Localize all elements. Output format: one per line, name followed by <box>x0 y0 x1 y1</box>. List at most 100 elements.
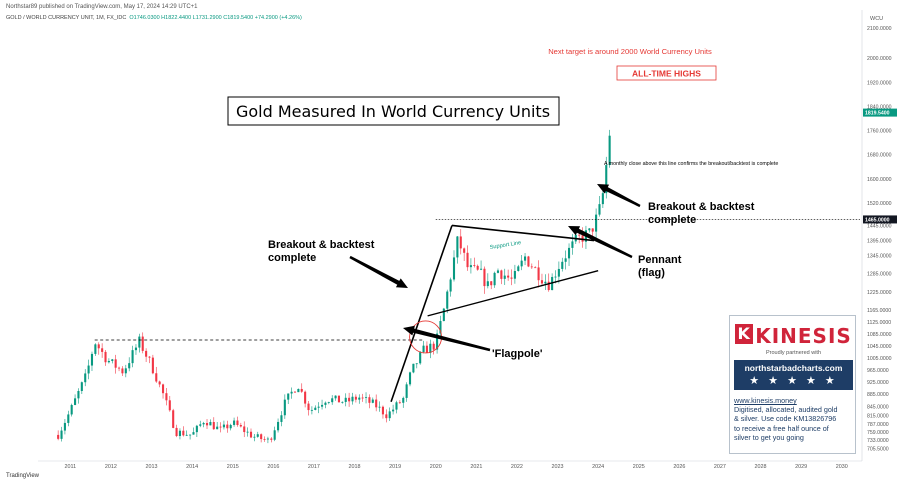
candle-body <box>293 391 297 393</box>
candle-body <box>567 247 571 259</box>
candle-body <box>134 347 138 351</box>
candle-body <box>351 396 354 402</box>
y-tick-label: 885.0000 <box>867 392 889 398</box>
candle-body <box>530 266 533 268</box>
candle-body <box>432 343 435 350</box>
y-tick-label: 1760.0000 <box>867 129 892 135</box>
candle-body <box>304 391 307 404</box>
y-tick-label: 815.0000 <box>867 413 889 419</box>
candle-body <box>222 424 225 428</box>
y-tick-label: 1045.0000 <box>867 344 892 350</box>
candle-body <box>283 399 286 416</box>
x-tick-label: 2012 <box>105 464 117 470</box>
candle-body <box>229 424 232 429</box>
candle-body <box>297 388 300 393</box>
candle-body <box>510 277 513 279</box>
x-tick-label: 2013 <box>146 464 158 470</box>
kinesis-line-2: & silver. Use code KM13826796 <box>734 414 837 424</box>
candle-body <box>266 438 269 440</box>
candle-body <box>94 344 97 354</box>
candle-body <box>341 401 344 403</box>
candle-body <box>260 434 263 440</box>
candle-body <box>595 214 598 232</box>
target-text: Next target is around 2000 World Currenc… <box>548 47 712 56</box>
candle-body <box>371 399 374 403</box>
x-tick-label: 2024 <box>592 464 604 470</box>
candle-body <box>145 350 148 357</box>
candle-body <box>226 424 229 429</box>
kinesis-url-link[interactable]: www.kinesis.money <box>734 396 797 405</box>
candle-body <box>205 423 209 426</box>
publisher-line: Northstar89 published on TradingView.com… <box>6 4 198 10</box>
candle-body <box>561 261 564 269</box>
candle-body <box>517 266 520 271</box>
y-tick-label: 845.0000 <box>867 404 889 410</box>
northstar-banner: northstarbadcharts.com ★ ★ ★ ★ ★ <box>734 360 853 390</box>
candle-body <box>138 336 141 348</box>
candle-body <box>199 424 202 426</box>
y-tick-label: 787.0000 <box>867 422 889 428</box>
pennant-arrow <box>568 226 633 259</box>
candle-body <box>425 345 428 354</box>
candle-body <box>493 272 496 286</box>
candle-body <box>185 434 188 436</box>
candle-body <box>513 270 516 279</box>
candle-body <box>331 398 334 403</box>
y-tick-label: 759.0000 <box>867 430 889 436</box>
breakout-right-arrow <box>597 184 641 208</box>
breakout-level-label: 1465.0000 <box>865 217 890 223</box>
candle-body <box>554 276 557 278</box>
candle-body <box>63 422 66 431</box>
candle-body <box>557 268 560 277</box>
candle-body <box>354 396 357 400</box>
flagpole-line <box>390 225 453 403</box>
candle-body <box>131 350 134 364</box>
tradingview-logo[interactable]: TradingView <box>6 473 40 479</box>
candle-body <box>182 430 185 436</box>
candle-body <box>192 432 195 435</box>
candle-body <box>544 281 547 284</box>
breakout-left-arrow <box>349 255 408 288</box>
candle-body <box>507 275 510 278</box>
candle-body <box>361 397 364 399</box>
candle-body <box>334 395 337 399</box>
candle-body <box>310 409 313 411</box>
candle-body <box>151 357 154 374</box>
candle-body <box>273 430 276 440</box>
candle-body <box>118 367 121 369</box>
x-tick-label: 2028 <box>755 464 767 470</box>
pennant-line2: (flag) <box>638 267 665 279</box>
candle-body <box>412 363 415 373</box>
ath-text: ALL-TIME HIGHS <box>632 69 701 79</box>
x-tick-label: 2020 <box>430 464 442 470</box>
candle-body <box>321 404 324 407</box>
x-tick-label: 2023 <box>552 464 564 470</box>
candle-body <box>398 402 401 404</box>
chart-title: Gold Measured In World Currency Units <box>236 102 550 121</box>
breakout-level-tag <box>863 215 897 224</box>
y-tick-label: 2000.0000 <box>867 56 892 62</box>
candle-body <box>77 390 80 399</box>
candle-body <box>591 228 594 232</box>
candle-body <box>101 348 104 352</box>
y-tick-label: 1520.0000 <box>867 201 892 207</box>
candle-body <box>375 399 378 408</box>
candle-body <box>168 400 171 411</box>
candle-body <box>253 436 256 438</box>
kinesis-ad-box[interactable]: K KINESIS Proudly partnered with northsta… <box>729 315 856 454</box>
candle-body <box>277 421 280 431</box>
candle-body <box>578 234 581 236</box>
candle-body <box>503 275 506 279</box>
candle-body <box>500 270 503 279</box>
candle-body <box>463 248 466 253</box>
candle-body <box>114 359 117 368</box>
candle-body <box>429 343 432 354</box>
candle-body <box>70 404 73 415</box>
y-tick-label: 1600.0000 <box>867 177 892 183</box>
candle-body <box>571 241 574 248</box>
last-price-tag <box>863 108 897 117</box>
y-tick-label: 925.0000 <box>867 380 889 386</box>
candle-body <box>527 256 530 267</box>
candle-body <box>314 407 317 410</box>
candle-body <box>249 431 253 438</box>
